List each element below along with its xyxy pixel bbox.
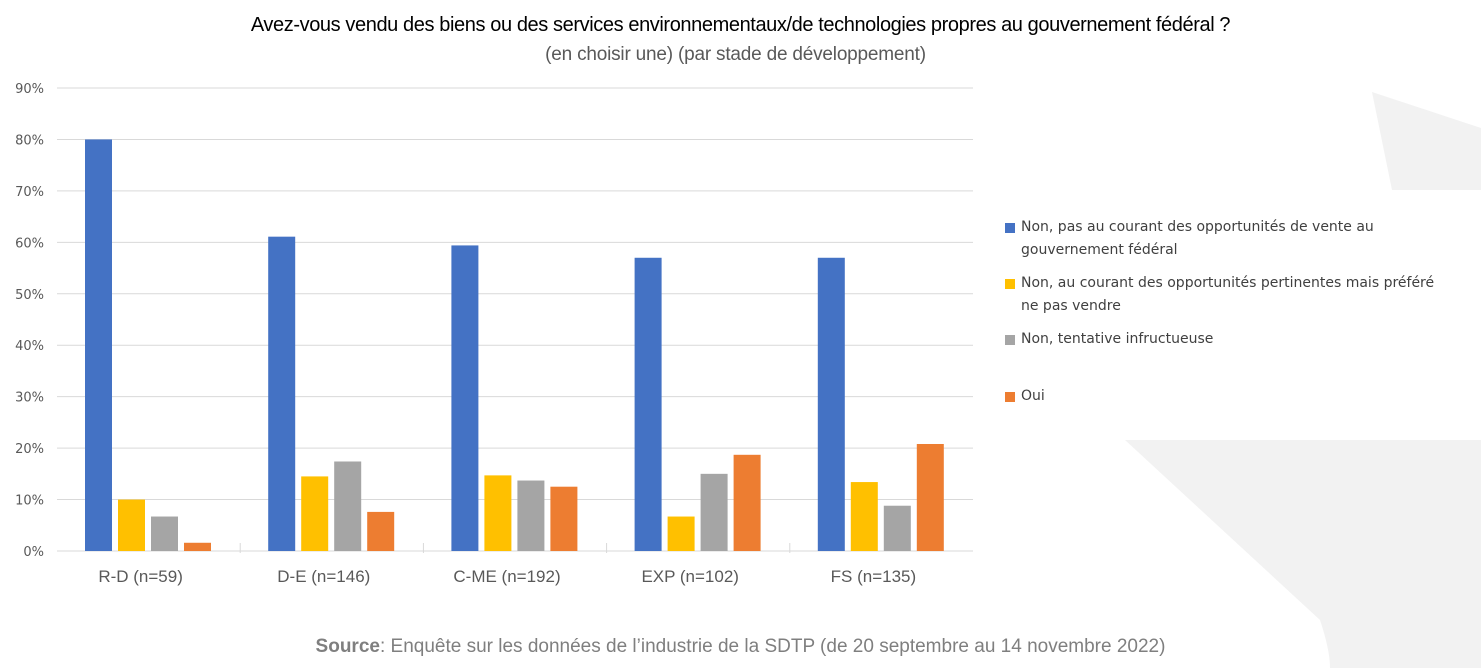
legend-label: Non, au courant des opportunités pertine… (1021, 275, 1435, 291)
y-tick-label: 0% (23, 545, 44, 560)
bar (85, 139, 112, 551)
legend-item: Oui (1003, 385, 1481, 408)
legend-label: Oui (1021, 388, 1045, 404)
x-tick-label: FS (n=135) (831, 567, 917, 586)
y-tick-label: 30% (15, 391, 44, 406)
y-axis-ticks: 0% 10% 20% 30% 40% 50% 60% 70% 80% 90% (15, 82, 44, 560)
bar (634, 257, 662, 551)
bars (85, 139, 944, 552)
bar (451, 245, 479, 552)
legend-item: Non, pas au courant des opportunités de … (1003, 216, 1481, 262)
legend-label: Non, pas au courant des opportunités de … (1021, 219, 1374, 235)
legend-swatch (1005, 335, 1015, 345)
legend-label: ne pas vendre (1021, 298, 1121, 314)
legend-label: gouvernement fédéral (1021, 242, 1178, 258)
bar (817, 257, 845, 551)
y-tick-label: 20% (15, 442, 44, 457)
bar (334, 461, 362, 551)
source-label: Source (315, 636, 380, 657)
bar (667, 516, 695, 551)
source-note: Source: Enquête sur les données de l’ind… (0, 636, 1481, 658)
chart-subtitle: (en choisir une) (par stade de développe… (545, 44, 926, 65)
bar-chart: 0% 10% 20% 30% 40% 50% 60% 70% 80% 90% R-D (n=59)… (15, 82, 973, 586)
y-tick-label: 50% (15, 288, 44, 303)
bar (367, 511, 395, 551)
bar (916, 443, 944, 551)
y-tick-label: 40% (15, 339, 44, 354)
legend-swatch (1005, 223, 1015, 233)
legend: Non, pas au courant des opportunités de … (1003, 216, 1481, 408)
bar (301, 476, 329, 551)
bar (484, 475, 512, 551)
legend-swatch (1005, 392, 1015, 402)
y-tick-label: 70% (15, 185, 44, 200)
bar (733, 454, 761, 551)
legend-swatch (1005, 279, 1015, 289)
y-tick-label: 90% (15, 82, 44, 97)
bar (268, 236, 296, 551)
bar (517, 480, 545, 551)
bar (850, 482, 878, 551)
source-text: : Enquête sur les données de l’industrie… (379, 636, 1166, 657)
x-tick-label: C-ME (n=192) (453, 567, 560, 586)
bar (151, 516, 178, 551)
chart-title: Avez-vous vendu des biens ou des service… (250, 14, 1231, 36)
legend-item: Non, au courant des opportunités pertine… (1003, 272, 1481, 318)
bar (118, 499, 145, 551)
x-tick-label: EXP (n=102) (641, 567, 739, 586)
y-tick-label: 10% (15, 494, 44, 509)
y-tick-label: 80% (15, 133, 44, 148)
bar (700, 473, 728, 551)
x-axis-ticks: R-D (n=59) D-E (n=146) C-ME (n=192) EXP (n=… (98, 543, 916, 586)
bar (883, 505, 911, 551)
legend-item: Non, tentative infructueuse (1003, 328, 1481, 351)
x-tick-label: D-E (n=146) (277, 567, 370, 586)
x-tick-label: R-D (n=59) (98, 567, 183, 586)
bar (550, 486, 578, 551)
bar (184, 542, 211, 551)
legend-label: Non, tentative infructueuse (1021, 331, 1214, 347)
y-tick-label: 60% (15, 236, 44, 251)
